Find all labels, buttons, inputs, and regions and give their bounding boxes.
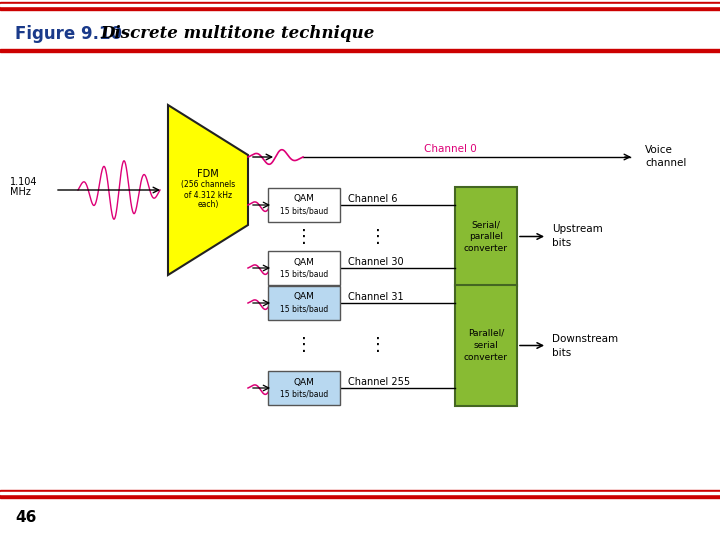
Text: 46: 46	[15, 510, 37, 525]
Text: 15 bits/baud: 15 bits/baud	[280, 305, 328, 314]
Text: MHz: MHz	[10, 187, 31, 197]
Text: ⋮: ⋮	[369, 227, 387, 246]
Text: FDM: FDM	[197, 169, 219, 179]
Bar	[0, 2, 720, 10]
Text: of 4.312 kHz: of 4.312 kHz	[184, 191, 232, 199]
Text: converter: converter	[464, 244, 508, 253]
Bar	[0, 492, 720, 494]
Bar	[455, 285, 517, 406]
Polygon shape	[168, 105, 248, 275]
Text: QAM: QAM	[294, 293, 315, 301]
Bar	[268, 188, 340, 222]
Text: 1.104: 1.104	[10, 177, 37, 187]
Bar	[268, 251, 340, 285]
Bar	[268, 371, 340, 405]
Text: (256 channels: (256 channels	[181, 180, 235, 190]
Text: ⋮: ⋮	[295, 227, 313, 246]
Text: QAM: QAM	[294, 194, 315, 204]
Text: 15 bits/baud: 15 bits/baud	[280, 389, 328, 399]
Bar	[0, 49, 720, 52]
Text: 15 bits/baud: 15 bits/baud	[280, 206, 328, 215]
Text: each): each)	[197, 200, 219, 210]
Text: ⋮: ⋮	[295, 336, 313, 354]
Text: Parallel/: Parallel/	[468, 329, 504, 338]
Text: Channel 0: Channel 0	[423, 144, 477, 154]
Text: Voice: Voice	[645, 145, 673, 155]
Text: QAM: QAM	[294, 258, 315, 267]
Text: Discrete multitone technique: Discrete multitone technique	[100, 25, 374, 43]
Text: Figure 9.10: Figure 9.10	[15, 25, 122, 43]
Text: bits: bits	[552, 239, 571, 248]
Text: converter: converter	[464, 353, 508, 362]
Text: ⋮: ⋮	[369, 336, 387, 354]
Bar	[0, 490, 720, 498]
Text: QAM: QAM	[294, 377, 315, 387]
Text: Channel 30: Channel 30	[348, 257, 404, 267]
Text: parallel: parallel	[469, 232, 503, 241]
Text: Channel 31: Channel 31	[348, 292, 404, 302]
Text: Upstream: Upstream	[552, 225, 603, 234]
Text: bits: bits	[552, 348, 571, 357]
Text: serial: serial	[474, 341, 498, 350]
Text: Channel 6: Channel 6	[348, 194, 397, 204]
Bar	[268, 286, 340, 320]
Text: 15 bits/baud: 15 bits/baud	[280, 269, 328, 279]
Text: channel: channel	[645, 158, 686, 168]
Text: Downstream: Downstream	[552, 334, 618, 343]
Bar	[455, 187, 517, 286]
Text: Serial/: Serial/	[472, 220, 500, 229]
Bar	[0, 4, 720, 6]
Text: Channel 255: Channel 255	[348, 377, 410, 387]
